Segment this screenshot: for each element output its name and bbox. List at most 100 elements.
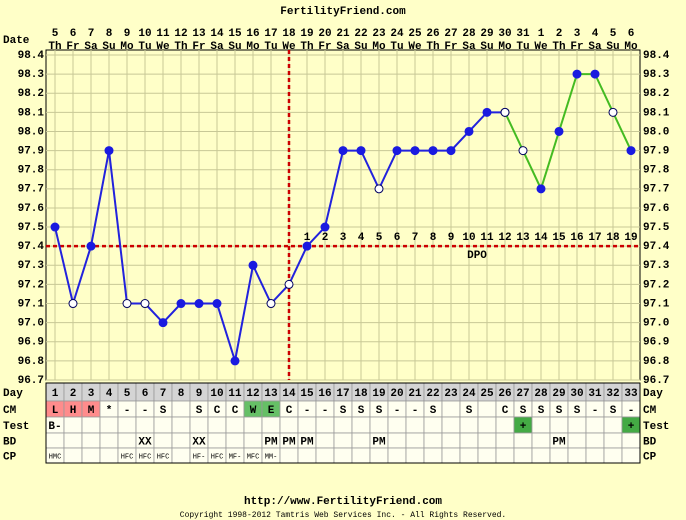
weekday: Sa bbox=[462, 41, 476, 53]
table-cell-text: XX bbox=[138, 436, 152, 448]
table-cell-text: 5 bbox=[124, 388, 131, 400]
table-cell bbox=[585, 447, 605, 464]
table-cell-text: - bbox=[124, 405, 131, 417]
table-cell bbox=[441, 400, 461, 418]
table-cell-text: HFC bbox=[157, 453, 170, 461]
table-cell bbox=[441, 447, 461, 464]
table-cell bbox=[81, 416, 101, 434]
dpo-number: 5 bbox=[376, 232, 383, 244]
table-cell-text: XX bbox=[192, 436, 206, 448]
dpo-label: DPO bbox=[467, 250, 487, 262]
row-label: BD bbox=[3, 436, 17, 448]
table-cell bbox=[387, 432, 407, 449]
weekday: Su bbox=[480, 41, 493, 53]
table-cell bbox=[387, 447, 407, 464]
date-number: 23 bbox=[372, 28, 386, 40]
temperature-point bbox=[536, 184, 546, 194]
temperature-point bbox=[590, 69, 600, 79]
table-cell-text: S bbox=[466, 405, 473, 417]
table-cell-text: S bbox=[160, 405, 167, 417]
weekday: Fr bbox=[66, 41, 79, 53]
table-cell bbox=[459, 447, 479, 464]
temperature-point bbox=[356, 146, 366, 156]
table-cell bbox=[585, 416, 605, 434]
y-tick-label-right: 98.1 bbox=[643, 107, 670, 119]
table-cell bbox=[297, 447, 317, 464]
y-tick-label-right: 98.0 bbox=[643, 126, 669, 138]
date-number: 21 bbox=[336, 28, 350, 40]
table-cell-text: 27 bbox=[516, 388, 529, 400]
table-cell-text: MM- bbox=[265, 453, 278, 461]
temperature-point bbox=[518, 146, 528, 156]
table-cell bbox=[207, 416, 227, 434]
weekday: Th bbox=[552, 41, 565, 53]
table-cell bbox=[207, 432, 227, 449]
table-cell-text: 29 bbox=[552, 388, 565, 400]
temperature-point bbox=[266, 299, 276, 309]
table-cell-text: C bbox=[232, 405, 239, 417]
y-tick-label: 96.7 bbox=[18, 375, 44, 387]
table-cell bbox=[63, 432, 83, 449]
temperature-point bbox=[428, 146, 438, 156]
temperature-point bbox=[608, 107, 618, 117]
table-cell-text: MFC bbox=[247, 453, 260, 461]
table-cell bbox=[351, 432, 371, 449]
table-cell-text: 23 bbox=[444, 388, 458, 400]
table-cell-text: 8 bbox=[178, 388, 185, 400]
y-tick-label-right: 96.8 bbox=[643, 356, 670, 368]
dpo-number: 16 bbox=[570, 232, 583, 244]
table-cell bbox=[369, 416, 389, 434]
table-cell-text: L bbox=[52, 405, 59, 417]
table-cell-text: 14 bbox=[282, 388, 296, 400]
table-cell bbox=[513, 447, 533, 464]
dpo-number: 13 bbox=[516, 232, 530, 244]
table-cell-text: HFC bbox=[121, 453, 134, 461]
weekday: Sa bbox=[588, 41, 602, 53]
weekday: Sa bbox=[336, 41, 350, 53]
temperature-point bbox=[50, 222, 60, 232]
temperature-point bbox=[122, 299, 132, 309]
table-cell-text: E bbox=[268, 405, 275, 417]
weekday: Fr bbox=[570, 41, 583, 53]
table-cell bbox=[225, 432, 245, 449]
table-cell bbox=[405, 416, 425, 434]
table-cell bbox=[225, 416, 245, 434]
table-cell bbox=[243, 416, 263, 434]
table-cell bbox=[81, 447, 101, 464]
table-cell bbox=[45, 432, 65, 449]
weekday: Sa bbox=[84, 41, 98, 53]
date-number: 27 bbox=[444, 28, 457, 40]
y-tick-label: 98.4 bbox=[18, 50, 45, 62]
date-number: 10 bbox=[138, 28, 151, 40]
y-tick-label-right: 97.5 bbox=[643, 222, 670, 234]
table-cell-text: 9 bbox=[196, 388, 203, 400]
temperature-point bbox=[176, 299, 186, 309]
table-cell bbox=[279, 447, 299, 464]
weekday: Fr bbox=[192, 41, 205, 53]
table-cell bbox=[477, 400, 497, 418]
table-cell-text: C bbox=[214, 405, 221, 417]
weekday: Mo bbox=[498, 41, 512, 53]
weekday: Mo bbox=[120, 41, 134, 53]
y-tick-label: 97.0 bbox=[18, 318, 44, 330]
temperature-point bbox=[320, 222, 330, 232]
table-cell bbox=[603, 447, 623, 464]
y-tick-label: 97.8 bbox=[18, 165, 45, 177]
date-number: 15 bbox=[228, 28, 242, 40]
date-number: 1 bbox=[538, 28, 545, 40]
table-cell-text: - bbox=[304, 405, 311, 417]
y-tick-label-right: 96.9 bbox=[643, 337, 669, 349]
table-cell bbox=[495, 447, 515, 464]
temperature-point bbox=[392, 146, 402, 156]
table-cell-text: 30 bbox=[570, 388, 583, 400]
table-cell-text: 10 bbox=[210, 388, 223, 400]
weekday: Fr bbox=[444, 41, 457, 53]
table-cell-text: + bbox=[520, 421, 527, 433]
weekday: We bbox=[282, 41, 296, 53]
table-cell bbox=[315, 432, 335, 449]
table-cell bbox=[549, 447, 569, 464]
table-border bbox=[45, 382, 641, 464]
table-cell-text: H bbox=[70, 405, 77, 417]
date-number: 26 bbox=[426, 28, 439, 40]
dpo-number: 9 bbox=[448, 232, 455, 244]
